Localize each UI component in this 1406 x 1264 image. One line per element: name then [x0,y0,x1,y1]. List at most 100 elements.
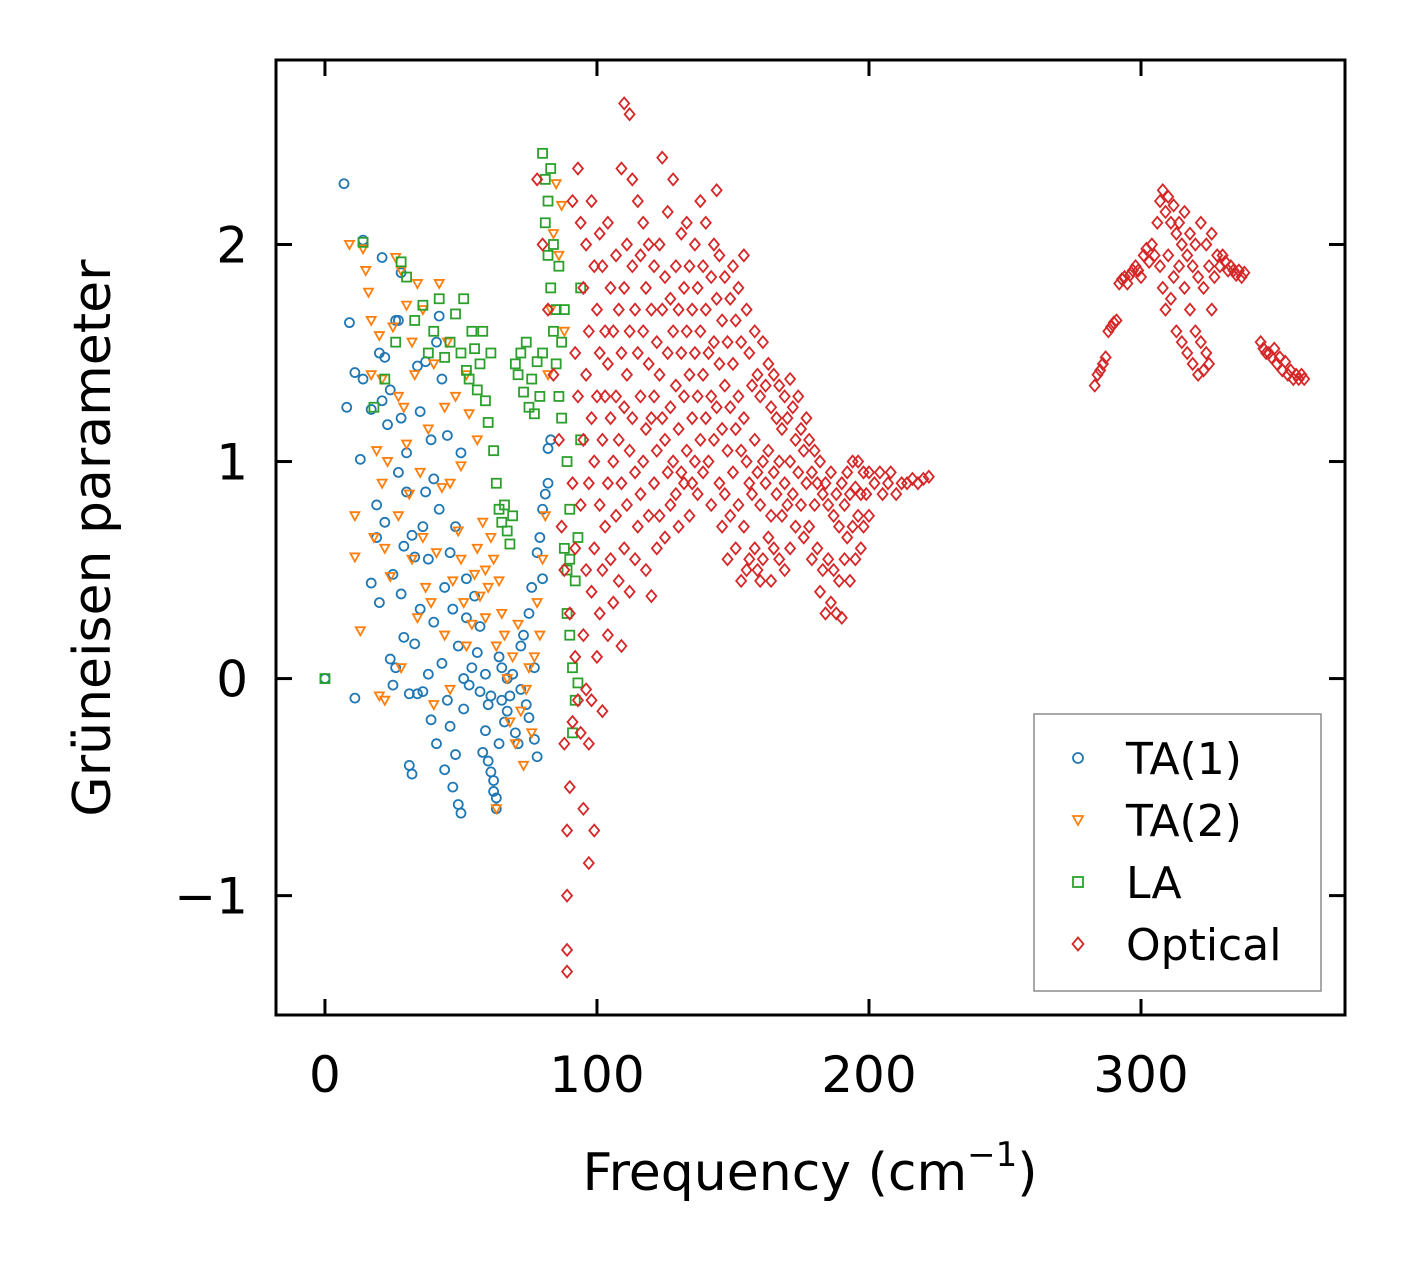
data-point-optical [737,248,750,263]
data-point-la [417,299,429,311]
data-point-optical [623,324,636,339]
data-point-optical [588,454,601,469]
data-point-ta-1 [493,738,505,750]
data-point-optical [775,508,789,524]
data-point-optical [647,389,661,404]
data-point-optical [715,421,729,437]
data-point-optical [737,519,750,534]
data-point-optical [601,356,614,372]
data-point-optical [740,454,753,469]
data-point-optical [1088,378,1101,393]
data-point-ta-2 [408,370,421,382]
data-point-optical [841,465,854,480]
data-point-optical [1159,204,1172,220]
data-point-optical [620,497,634,513]
data-point-optical [626,258,639,274]
data-point-ta-1 [395,588,407,600]
data-point-la [534,391,546,402]
data-point-optical [577,801,590,817]
data-point-optical [677,280,691,296]
data-point-optical [590,389,604,404]
data-point-optical [713,248,726,263]
data-point-optical [873,465,886,480]
data-point-optical [762,356,775,372]
data-point-ta-1 [485,690,497,702]
data-point-la [390,336,402,348]
data-point-ta-1 [444,547,456,559]
data-point-ta-1 [447,781,459,793]
data-point-optical [637,215,650,231]
data-point-ta-2 [552,250,565,262]
data-point-optical [1200,345,1213,361]
data-point-optical [718,486,731,502]
data-point-optical [628,302,642,317]
data-point-optical [639,421,653,437]
data-point-optical [699,410,712,426]
data-point-ta-1 [458,673,470,684]
data-point-ta-1 [452,640,464,652]
data-point-optical [601,215,614,231]
data-point-optical [667,172,680,187]
y-axis-label: Grüneisen parameter [63,259,123,817]
data-point-ta-1 [526,582,538,593]
data-point-optical [569,541,582,556]
data-point-optical [1145,237,1159,252]
data-point-optical [778,389,791,404]
data-point-ta-2 [522,663,535,675]
data-point-ta-2 [430,548,443,560]
data-point-optical [672,421,685,437]
x-tick-label: 300 [1093,1046,1188,1104]
data-point-la [561,608,573,619]
data-point-optical [827,562,840,578]
data-point-ta-2 [525,728,538,740]
data-point-ta-2 [405,554,419,566]
data-point-optical [669,486,682,502]
data-point-ta-1 [371,499,383,511]
data-point-ta-1 [376,252,388,263]
data-point-optical [1172,215,1186,231]
data-point-optical [612,573,625,589]
data-point-optical [1181,345,1194,361]
data-point-ta-1 [387,679,399,691]
data-point-optical [696,258,710,274]
data-point-ta-1 [401,486,412,498]
data-point-ta-2 [362,287,375,299]
data-point-ta-2 [517,760,530,772]
data-point-ta-1 [433,310,445,322]
data-point-optical [702,345,715,361]
data-point-ta-1 [539,488,551,500]
data-point-optical [1091,367,1104,382]
data-point-optical [677,475,691,491]
data-point-optical [756,454,770,469]
data-point-optical [574,215,587,231]
legend-marker-la [1072,876,1084,888]
data-point-optical [743,475,756,491]
data-point-optical [1208,269,1221,285]
data-point-optical [599,389,612,404]
data-point-optical [702,454,715,469]
data-point-optical [656,302,669,317]
data-point-optical [582,855,595,871]
data-point-optical [805,465,818,480]
data-point-ta-1 [393,315,404,326]
data-point-optical [618,280,631,296]
data-point-optical [645,588,658,604]
data-point-optical [764,573,778,589]
data-point-optical [637,324,650,339]
data-point-optical [906,471,919,487]
data-point-ta-2 [449,391,462,403]
data-point-optical [718,378,731,393]
data-point-ta-2 [381,457,394,468]
data-point-optical [615,638,628,654]
data-point-ta-2 [438,630,451,642]
data-point-la [561,456,573,467]
data-point-la [523,401,535,413]
data-point-optical [615,475,628,491]
data-point-optical [1159,302,1172,317]
data-point-optical [713,356,726,372]
data-point-optical [922,469,935,484]
data-point-optical [658,530,672,545]
data-point-ta-1 [357,373,369,385]
data-markers [319,96,1311,979]
data-point-optical [721,334,734,350]
